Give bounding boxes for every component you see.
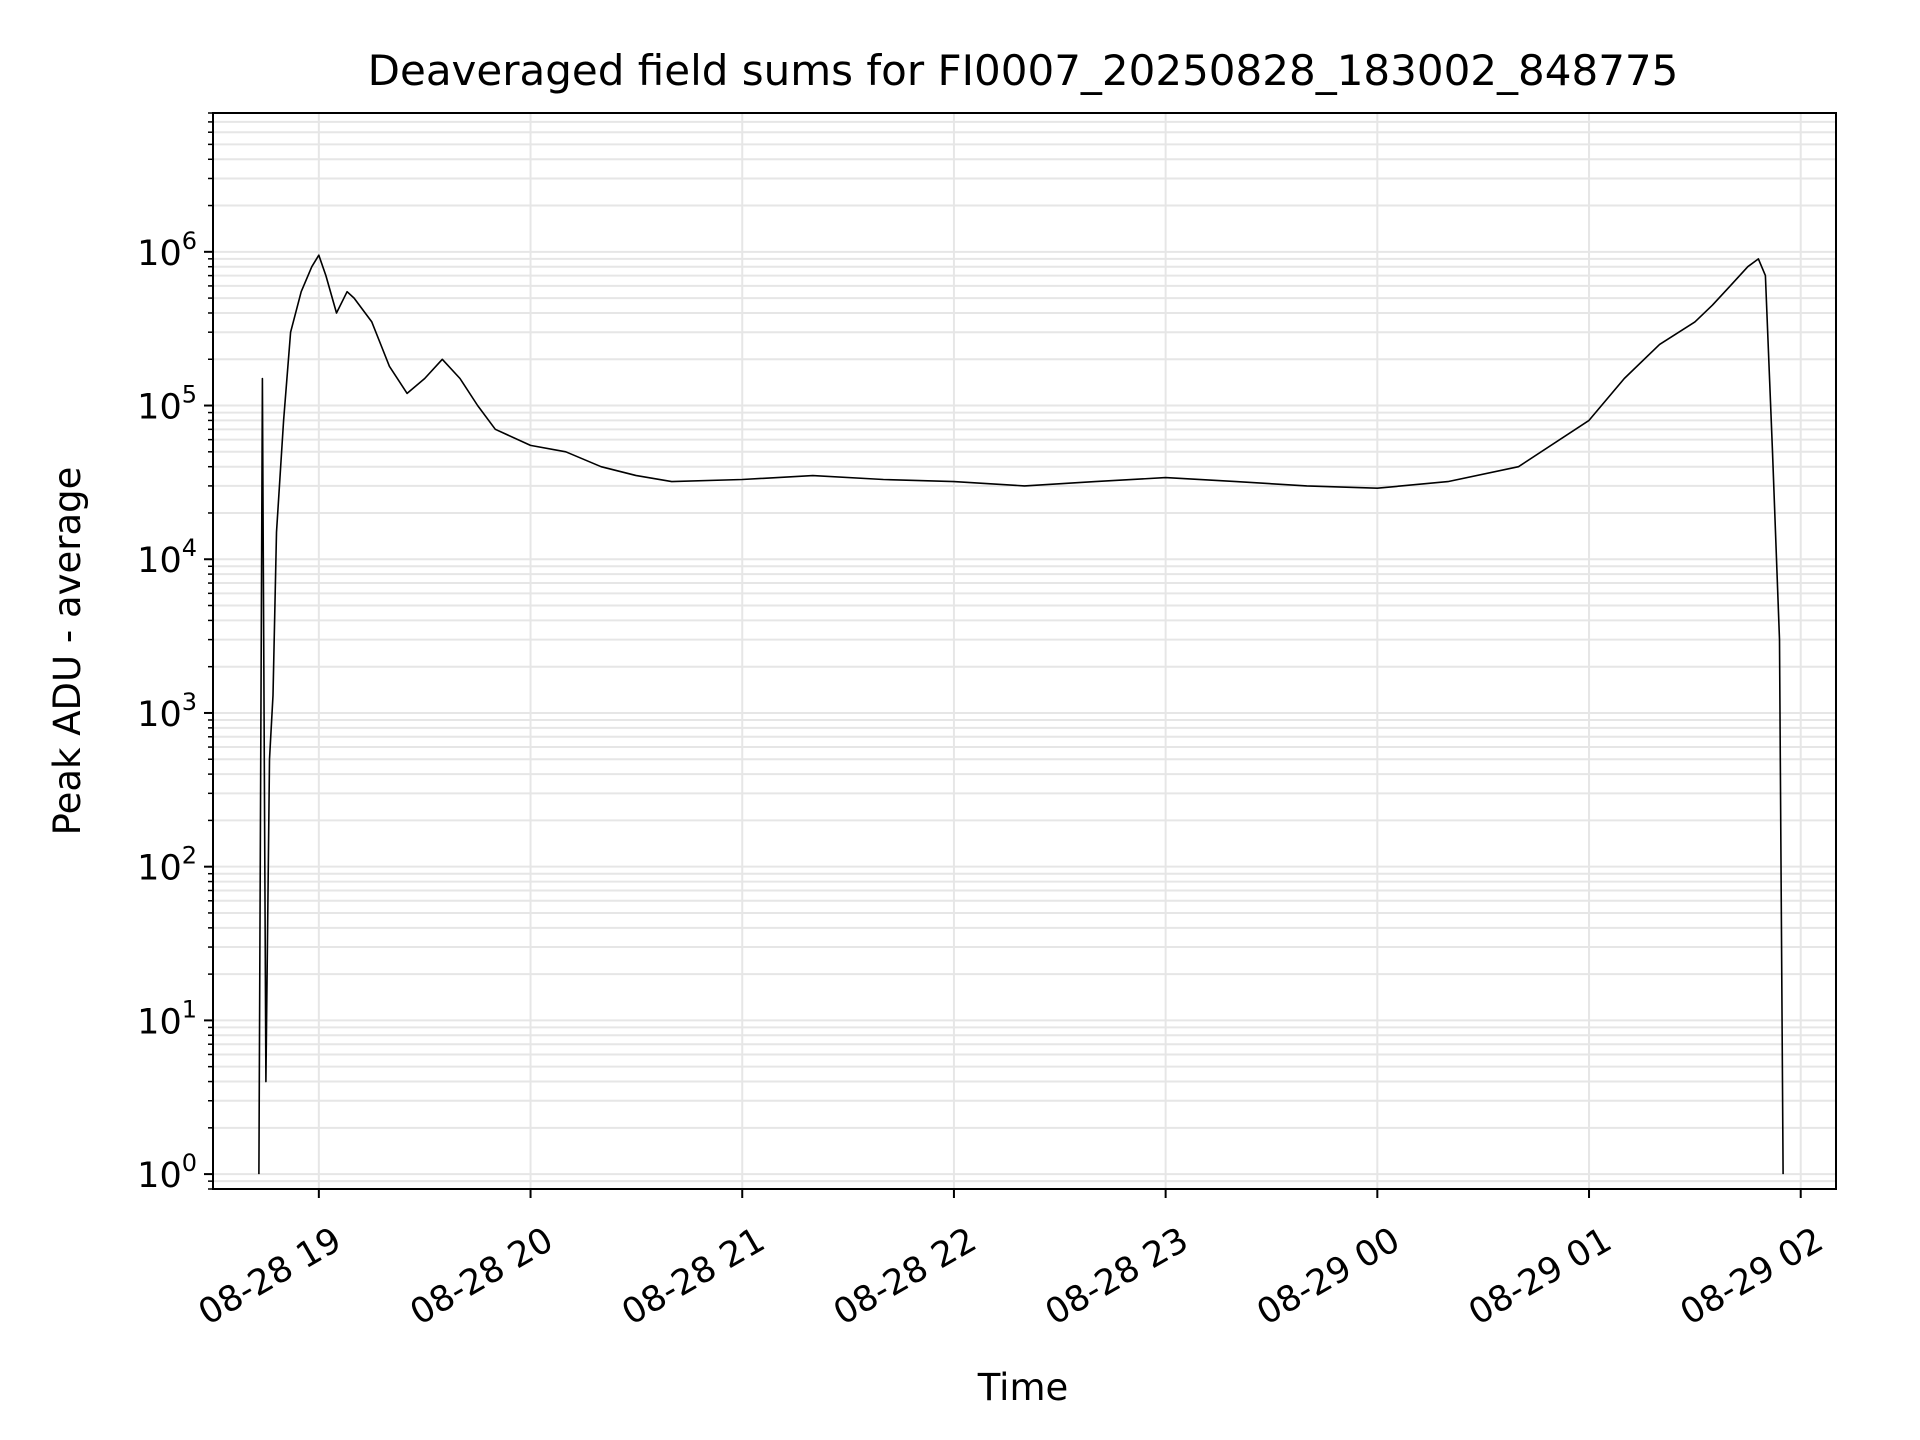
- x-axis-label: Time: [977, 1366, 1069, 1409]
- y-tick-label: 100: [137, 1149, 197, 1196]
- y-axis: 100 101 102 103 104 105 106: [137, 112, 213, 1196]
- plot-frame: [212, 112, 1837, 1190]
- y-axis-label: Peak ADU - average: [46, 467, 89, 836]
- y-tick-label: 106: [137, 227, 197, 274]
- series-layer: [258, 254, 1784, 1175]
- y-tick-label: 103: [137, 688, 197, 735]
- chart-title: Deaveraged field sums for FI0007_2025082…: [368, 46, 1679, 95]
- y-tick-label: 105: [137, 381, 197, 428]
- y-tick-label: 102: [137, 842, 197, 889]
- y-tick-label: 101: [137, 995, 197, 1042]
- series-line-0: [258, 254, 1784, 1175]
- grid: [213, 112, 1836, 1190]
- y-tick-label: 104: [137, 534, 197, 581]
